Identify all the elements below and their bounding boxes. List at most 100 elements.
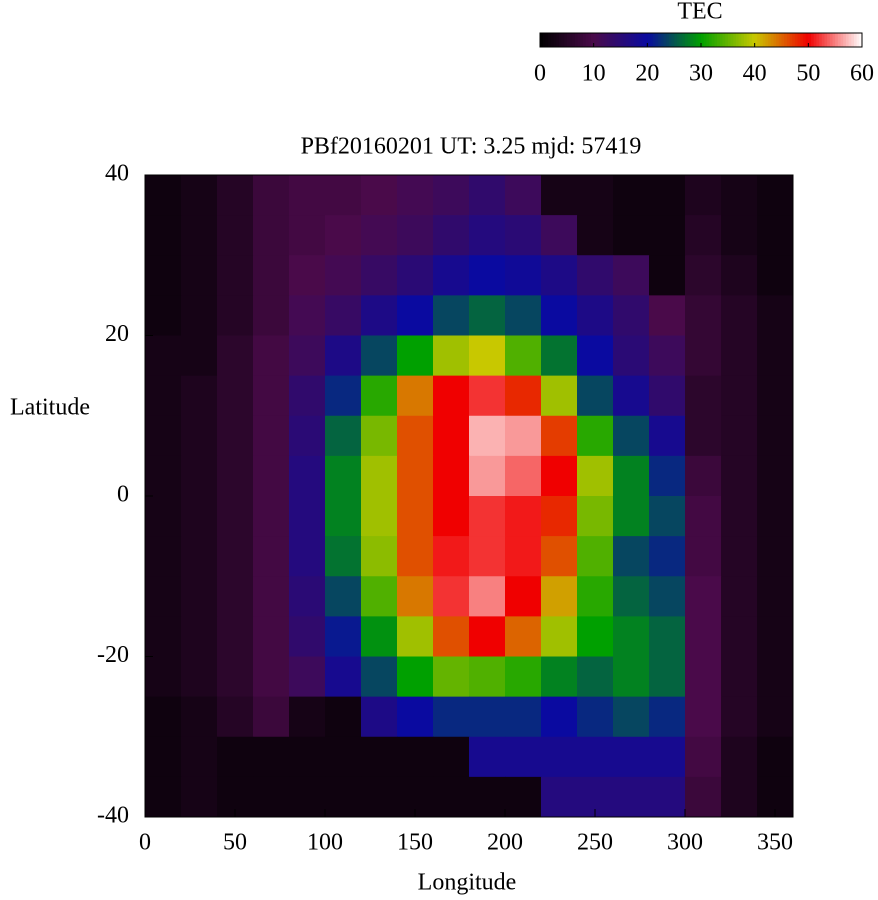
heatmap-cell	[289, 175, 326, 216]
heatmap-cell	[253, 496, 290, 537]
colorbar-swatch	[698, 33, 702, 47]
heatmap-cell	[577, 536, 614, 577]
heatmap-cell	[649, 335, 686, 377]
heatmap-cell	[685, 616, 722, 657]
colorbar-swatch	[741, 33, 745, 47]
heatmap-cell	[685, 215, 722, 256]
heatmap-cell	[217, 696, 254, 738]
heatmap-cell	[469, 455, 506, 497]
heatmap-cell	[289, 335, 326, 377]
colorbar-swatch	[612, 33, 616, 47]
heatmap-cell	[469, 776, 506, 818]
colorbar-swatch	[566, 33, 571, 47]
heatmap-cell	[217, 536, 254, 577]
colorbar-swatch	[569, 33, 573, 47]
heatmap-cell	[253, 455, 290, 497]
colorbar-swatch	[607, 33, 611, 47]
heatmap-cell	[325, 576, 362, 617]
heatmap-cell	[253, 215, 290, 256]
colorbar-swatch	[813, 33, 817, 47]
heatmap-cell	[721, 576, 758, 617]
colorbar-tick-label: 20	[635, 61, 659, 87]
heatmap-cell	[505, 215, 542, 256]
heatmap-cell	[685, 375, 722, 417]
heatmap-cell	[325, 656, 362, 698]
colorbar-swatch	[837, 33, 842, 47]
heatmap-cell	[721, 375, 758, 417]
colorbar-swatch	[679, 33, 683, 47]
heatmap-cell	[361, 375, 398, 417]
colorbar-swatch	[596, 33, 600, 47]
colorbar-swatch	[639, 33, 643, 47]
colorbar-swatch	[760, 33, 764, 47]
x-tick-label: 100	[307, 830, 343, 856]
heatmap-cell	[433, 496, 470, 537]
colorbar-swatch	[623, 33, 627, 47]
heatmap-cell	[145, 415, 182, 457]
colorbar-swatch	[599, 33, 603, 47]
heatmap-cell	[469, 576, 506, 617]
heatmap-cell	[361, 736, 398, 778]
heatmap-cell	[613, 415, 650, 457]
x-tick-label: 250	[577, 830, 613, 856]
colorbar-swatch	[754, 33, 758, 47]
heatmap-cell	[397, 576, 434, 617]
heatmap-cell	[253, 576, 290, 617]
heatmap-cell	[289, 656, 326, 698]
heatmap-cell	[145, 455, 182, 497]
colorbar-swatch	[660, 33, 664, 47]
heatmap-cell	[757, 656, 794, 698]
heatmap-cell	[325, 616, 362, 657]
heatmap-cell	[361, 776, 398, 818]
colorbar-swatch	[572, 33, 576, 47]
heatmap-cell	[505, 375, 542, 417]
colorbar-swatch	[676, 33, 681, 47]
colorbar-swatch	[682, 33, 686, 47]
colorbar-swatch	[540, 33, 544, 47]
y-tick-label: 20	[105, 321, 129, 347]
heatmap-cell	[505, 696, 542, 738]
heatmap-cell	[289, 415, 326, 457]
heatmap-cell	[361, 656, 398, 698]
heatmap-cell	[757, 576, 794, 617]
heatmap-cell	[433, 175, 470, 216]
heatmap-cell	[289, 255, 326, 296]
colorbar-swatch	[615, 33, 619, 47]
heatmap-cell	[217, 215, 254, 256]
heatmap-cell	[145, 736, 182, 778]
colorbar-swatch	[751, 33, 756, 47]
heatmap-cell	[505, 736, 542, 778]
heatmap-cell	[181, 175, 218, 216]
heatmap-cell	[217, 335, 254, 377]
colorbar-swatch	[738, 33, 742, 47]
heatmap-cell	[145, 215, 182, 256]
heatmap-cell	[757, 415, 794, 457]
heatmap-cell	[649, 175, 686, 216]
heatmap-cell	[577, 335, 614, 377]
heatmap-cell	[181, 375, 218, 417]
x-tick-label: 300	[667, 830, 703, 856]
heatmap-cell	[541, 255, 578, 296]
colorbar-swatch	[663, 33, 667, 47]
colorbar-swatch	[835, 33, 839, 47]
heatmap-cell	[181, 776, 218, 818]
heatmap-cell	[433, 215, 470, 256]
heatmap-cell	[217, 616, 254, 657]
heatmap-cell	[721, 736, 758, 778]
colorbar-swatch	[819, 33, 823, 47]
colorbar-swatch	[725, 33, 729, 47]
heatmap-cell	[181, 415, 218, 457]
heatmap-cell	[721, 656, 758, 698]
heatmap-cell	[757, 455, 794, 497]
heatmap-cell	[541, 536, 578, 577]
heatmap-cell	[613, 496, 650, 537]
heatmap-cell	[289, 696, 326, 738]
heatmap-cell	[541, 736, 578, 778]
heatmap-cell	[469, 295, 506, 336]
heatmap-cell	[757, 335, 794, 377]
heatmap-cell	[757, 295, 794, 336]
colorbar-swatch	[601, 33, 605, 47]
colorbar-swatch	[808, 33, 812, 47]
heatmap-cell	[325, 175, 362, 216]
heatmap-cell	[253, 616, 290, 657]
